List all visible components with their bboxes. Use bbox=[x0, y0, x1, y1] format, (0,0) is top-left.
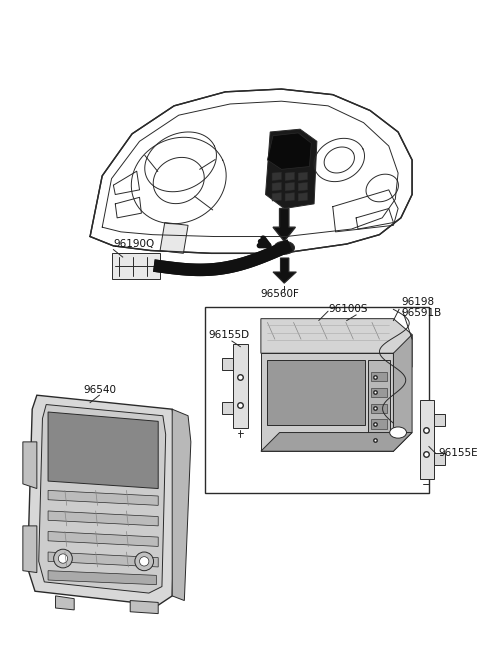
Polygon shape bbox=[368, 359, 390, 447]
Polygon shape bbox=[273, 258, 296, 283]
Circle shape bbox=[135, 552, 154, 571]
Polygon shape bbox=[172, 409, 191, 600]
Text: 96100S: 96100S bbox=[328, 304, 368, 314]
Circle shape bbox=[59, 554, 68, 564]
Polygon shape bbox=[285, 193, 294, 201]
Polygon shape bbox=[222, 358, 233, 370]
Polygon shape bbox=[222, 401, 233, 414]
Polygon shape bbox=[298, 172, 308, 180]
Polygon shape bbox=[420, 400, 433, 480]
Polygon shape bbox=[48, 491, 158, 505]
Polygon shape bbox=[298, 182, 308, 191]
Polygon shape bbox=[272, 182, 281, 191]
Polygon shape bbox=[130, 600, 158, 613]
Text: 96155E: 96155E bbox=[438, 448, 478, 458]
Bar bbox=[371, 388, 387, 397]
Polygon shape bbox=[48, 412, 158, 489]
Text: 96540: 96540 bbox=[84, 384, 117, 395]
Polygon shape bbox=[233, 344, 248, 428]
FancyBboxPatch shape bbox=[111, 253, 160, 279]
Polygon shape bbox=[23, 442, 37, 489]
Polygon shape bbox=[39, 405, 166, 593]
Ellipse shape bbox=[274, 241, 294, 255]
Polygon shape bbox=[267, 133, 312, 169]
Bar bbox=[371, 403, 387, 413]
Polygon shape bbox=[285, 182, 294, 191]
Polygon shape bbox=[160, 222, 188, 253]
Polygon shape bbox=[285, 172, 294, 180]
Polygon shape bbox=[272, 172, 281, 180]
Text: 96190Q: 96190Q bbox=[113, 239, 155, 249]
Polygon shape bbox=[48, 552, 158, 567]
Polygon shape bbox=[261, 319, 412, 367]
Circle shape bbox=[54, 549, 72, 568]
Text: 96198: 96198 bbox=[401, 297, 434, 307]
Polygon shape bbox=[90, 89, 412, 253]
Polygon shape bbox=[298, 193, 308, 201]
Polygon shape bbox=[261, 353, 394, 451]
Polygon shape bbox=[48, 571, 156, 584]
Polygon shape bbox=[433, 414, 445, 426]
Polygon shape bbox=[394, 335, 412, 451]
Polygon shape bbox=[272, 193, 281, 201]
Polygon shape bbox=[48, 531, 158, 546]
Polygon shape bbox=[261, 432, 412, 451]
Bar bbox=[371, 372, 387, 381]
Ellipse shape bbox=[390, 427, 407, 438]
Polygon shape bbox=[56, 596, 74, 610]
Text: 96155D: 96155D bbox=[209, 331, 250, 340]
Polygon shape bbox=[23, 526, 37, 573]
Bar bbox=[371, 419, 387, 429]
Circle shape bbox=[140, 557, 149, 566]
Bar bbox=[371, 436, 387, 445]
Polygon shape bbox=[267, 359, 365, 425]
Polygon shape bbox=[265, 129, 317, 209]
Text: 96560F: 96560F bbox=[260, 289, 299, 299]
Polygon shape bbox=[273, 209, 295, 241]
Polygon shape bbox=[48, 511, 158, 526]
Polygon shape bbox=[433, 453, 445, 465]
Text: 96591B: 96591B bbox=[401, 308, 441, 318]
FancyBboxPatch shape bbox=[205, 306, 429, 493]
Polygon shape bbox=[27, 395, 177, 605]
